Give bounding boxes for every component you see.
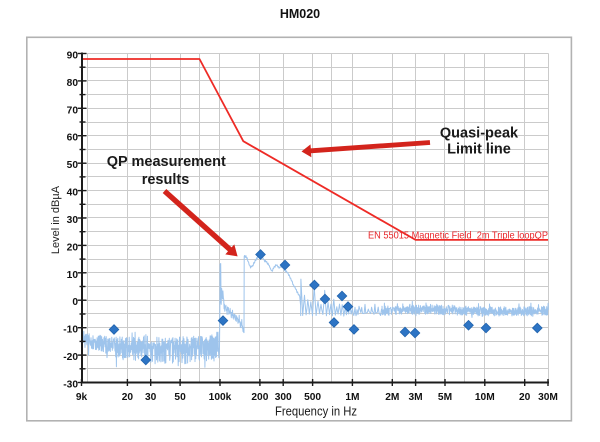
svg-text:5M: 5M: [438, 392, 452, 403]
svg-text:50: 50: [174, 392, 186, 403]
svg-text:20: 20: [519, 392, 531, 403]
svg-text:HM020: HM020: [280, 7, 320, 21]
svg-text:3M: 3M: [409, 392, 423, 403]
svg-text:50: 50: [67, 160, 79, 171]
svg-text:90: 90: [67, 51, 79, 62]
svg-text:10: 10: [67, 270, 79, 281]
svg-text:-10: -10: [63, 325, 78, 336]
svg-text:20: 20: [122, 392, 134, 403]
svg-text:300: 300: [275, 392, 292, 403]
svg-text:40: 40: [67, 188, 79, 199]
svg-text:2M: 2M: [385, 392, 399, 403]
svg-text:Quasi-peak: Quasi-peak: [440, 126, 519, 142]
svg-text:1M: 1M: [345, 392, 359, 403]
svg-text:60: 60: [67, 133, 79, 144]
svg-text:70: 70: [67, 105, 79, 116]
svg-text:20: 20: [67, 242, 79, 253]
svg-text:10M: 10M: [475, 392, 495, 403]
svg-text:0: 0: [72, 297, 78, 308]
svg-text:80: 80: [67, 78, 79, 89]
svg-text:-30: -30: [63, 380, 78, 391]
svg-text:500: 500: [304, 392, 321, 403]
svg-text:9k: 9k: [76, 392, 88, 403]
svg-text:Level in dBµA: Level in dBµA: [50, 185, 62, 254]
svg-text:QP measurement: QP measurement: [107, 154, 226, 170]
svg-text:Limit line: Limit line: [447, 142, 511, 158]
svg-text:30: 30: [67, 215, 79, 226]
svg-text:100k: 100k: [209, 392, 232, 403]
svg-text:30M: 30M: [538, 392, 558, 403]
svg-text:EN 55015 Magnetic Field 2m Tr: EN 55015 Magnetic Field 2m Triple loopQP: [368, 230, 548, 242]
svg-text:Frequency in Hz: Frequency in Hz: [275, 405, 357, 419]
svg-text:200: 200: [251, 392, 268, 403]
svg-text:30: 30: [145, 392, 157, 403]
svg-text:-20: -20: [63, 352, 78, 363]
svg-text:results: results: [142, 172, 190, 188]
